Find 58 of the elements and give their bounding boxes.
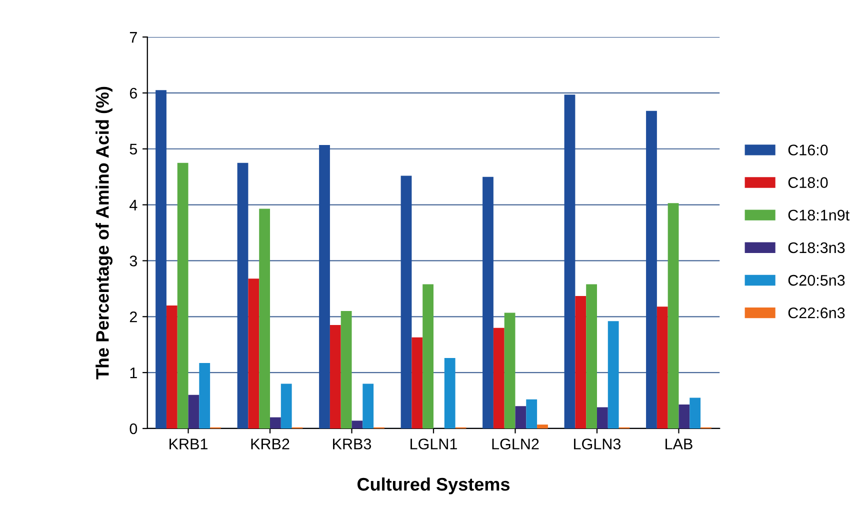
bar — [493, 328, 504, 428]
y-tick-label: 4 — [130, 200, 138, 210]
y-tick-label: 3 — [130, 256, 137, 266]
bar — [504, 312, 516, 428]
bar — [188, 394, 200, 428]
bar — [596, 407, 608, 428]
bar — [537, 424, 548, 428]
bar — [668, 203, 679, 428]
x-tick-label: KRB1 — [170, 438, 208, 450]
bar — [586, 284, 597, 428]
bar — [259, 208, 270, 428]
legend-label: C18:1n9t — [788, 210, 850, 221]
bar — [656, 306, 668, 428]
bar — [412, 337, 423, 428]
x-axis-title: Cultured Systems — [357, 477, 510, 494]
y-tick-label: 6 — [130, 88, 137, 99]
legend-label: C18:0 — [788, 177, 828, 188]
bar — [646, 110, 657, 428]
bar — [319, 144, 330, 428]
x-tick-label: KRB3 — [333, 438, 372, 450]
bar — [422, 284, 434, 428]
legend-label: C20:5n3 — [788, 274, 845, 286]
legend-label: C16:0 — [788, 144, 828, 156]
bar — [482, 176, 494, 428]
bar — [237, 162, 248, 428]
x-tick-label: LGLN1 — [410, 438, 457, 450]
bar — [270, 417, 281, 428]
legend-label: C22:6n3 — [788, 307, 845, 318]
bar — [690, 398, 701, 428]
bar — [564, 94, 576, 428]
x-tick-label: LGLN2 — [492, 438, 539, 450]
x-tick-label: LAB — [666, 438, 692, 450]
x-tick-label: LGLN3 — [574, 438, 621, 450]
bar — [352, 420, 363, 428]
bar — [156, 90, 166, 428]
bar — [362, 384, 374, 428]
bar — [166, 305, 178, 428]
y-tick-label: 5 — [130, 144, 138, 155]
bar — [575, 296, 586, 428]
bar — [177, 162, 188, 428]
bar — [248, 278, 260, 428]
y-tick-label: 0 — [130, 423, 138, 434]
y-tick-label: 2 — [130, 312, 137, 322]
bar — [678, 404, 690, 428]
legend-label: C18:3n3 — [788, 242, 845, 254]
bar — [608, 321, 619, 428]
bar — [199, 363, 210, 428]
x-tick-label: KRB2 — [251, 438, 290, 450]
bar — [340, 311, 352, 428]
bar — [444, 358, 456, 428]
bar — [515, 406, 526, 428]
y-axis-title: The Percentage of Amino Acid (%) — [96, 86, 113, 380]
bar — [330, 325, 341, 428]
y-tick-label: 7 — [130, 32, 137, 43]
bar — [280, 384, 292, 428]
bar — [526, 399, 538, 428]
y-tick-label: 1 — [130, 368, 137, 378]
bar — [400, 176, 412, 428]
